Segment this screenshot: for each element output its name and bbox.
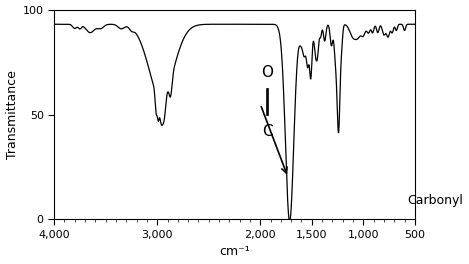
Y-axis label: Transmittance: Transmittance [6, 70, 19, 159]
X-axis label: cm⁻¹: cm⁻¹ [219, 246, 250, 258]
Text: C: C [262, 124, 273, 139]
Text: Carbonyl: Carbonyl [408, 194, 463, 207]
Text: O: O [261, 65, 273, 80]
